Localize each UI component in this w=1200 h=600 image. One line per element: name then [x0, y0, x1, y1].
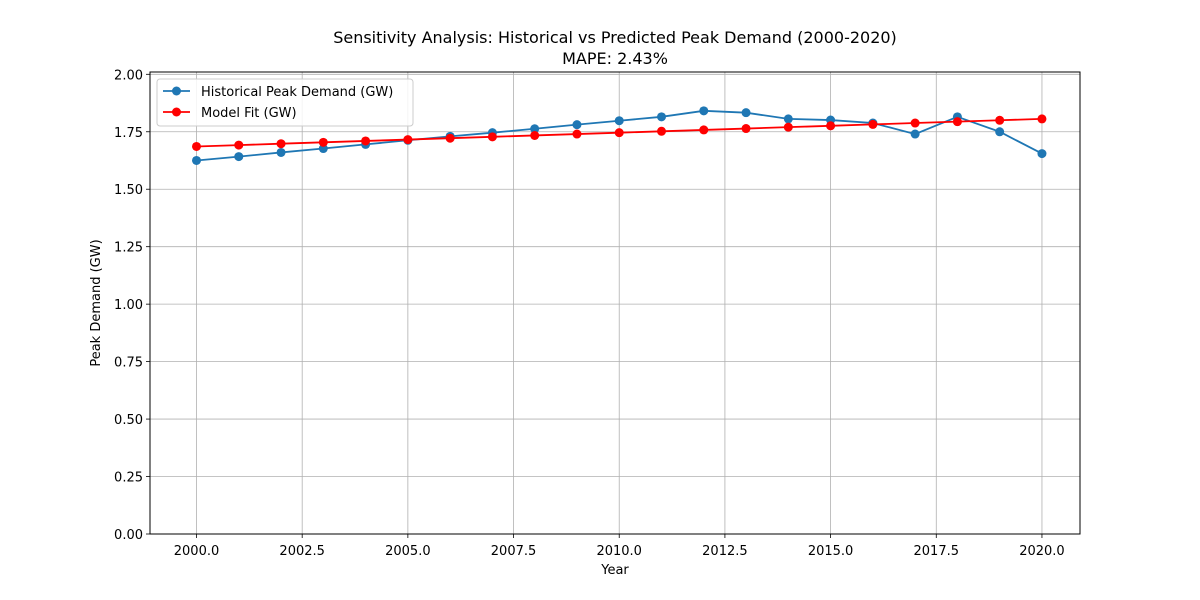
series-2 [192, 114, 1047, 151]
data-point [192, 141, 201, 151]
x-tick-label: 2012.5 [702, 544, 748, 559]
data-point [318, 144, 328, 154]
data-point [487, 132, 497, 142]
data-point [572, 120, 582, 130]
x-tick-label: 2010.0 [596, 544, 642, 559]
data-point [952, 117, 962, 127]
data-point [192, 155, 201, 165]
chart-legend: Historical Peak Demand (GW) Model Fit (GW… [156, 78, 414, 127]
data-point [530, 124, 540, 134]
data-point [995, 115, 1005, 125]
x-tick-label: 2015.0 [808, 544, 854, 559]
y-tick-label: 1.75 [114, 126, 143, 141]
x-tick-label: 2007.5 [491, 544, 537, 559]
data-point [657, 126, 666, 136]
data-point [783, 122, 793, 132]
data-point [741, 124, 751, 134]
data-point [276, 147, 286, 157]
data-point [234, 152, 244, 162]
y-tick-label: 1.50 [114, 183, 143, 198]
data-point [657, 112, 666, 122]
y-tick-label: 0.00 [114, 528, 143, 543]
legend-label: Model Fit (GW) [201, 106, 297, 121]
data-point [783, 114, 793, 124]
x-axis-label: Year [600, 563, 629, 578]
data-point [530, 130, 540, 140]
data-point [826, 121, 836, 131]
y-tick-label: 0.75 [114, 356, 143, 371]
y-axis: 0.00 0.25 0.50 0.75 1.00 1.25 1.50 1.75 2.00 [114, 68, 150, 543]
x-axis: 2000.0 2002.5 2005.0 2007.5 2010.0 2012.5 2015… [174, 534, 1065, 559]
data-point [868, 119, 878, 129]
y-tick-label: 1.25 [114, 241, 143, 256]
data-point [614, 116, 624, 126]
data-point [318, 137, 328, 147]
data-point [910, 118, 920, 128]
chart-subtitle: MAPE: 2.43% [562, 49, 668, 68]
data-point [234, 140, 244, 150]
legend-box [156, 78, 414, 127]
y-tick-label: 1.00 [114, 298, 143, 313]
data-point [614, 128, 624, 138]
data-point [572, 129, 582, 139]
data-point [276, 139, 286, 149]
plot-frame [149, 71, 1081, 535]
data-point [699, 125, 709, 135]
x-tick-label: 2002.5 [279, 544, 325, 559]
legend-label: Historical Peak Demand (GW) [201, 85, 393, 100]
x-tick-label: 2005.0 [385, 544, 431, 559]
chart-title: Sensitivity Analysis: Historical vs Pred… [333, 28, 897, 47]
legend-marker [172, 86, 181, 96]
data-point [1037, 149, 1047, 159]
x-tick-label: 2000.0 [174, 544, 220, 559]
data-point [699, 106, 709, 116]
data-point [741, 108, 751, 118]
series-1 [192, 106, 1047, 165]
data-point [1037, 114, 1047, 124]
y-tick-label: 0.25 [114, 471, 143, 486]
y-tick-label: 2.00 [114, 68, 143, 83]
x-tick-label: 2020.0 [1019, 544, 1065, 559]
data-point [910, 129, 920, 139]
data-point [995, 127, 1005, 137]
data-point [361, 136, 371, 146]
data-point [445, 133, 455, 143]
y-axis-label: Peak Demand (GW) [89, 239, 104, 366]
plot-series [192, 106, 1047, 165]
y-tick-label: 0.50 [114, 413, 143, 428]
legend-marker [172, 107, 181, 117]
data-point [403, 135, 413, 145]
x-tick-label: 2017.5 [914, 544, 960, 559]
